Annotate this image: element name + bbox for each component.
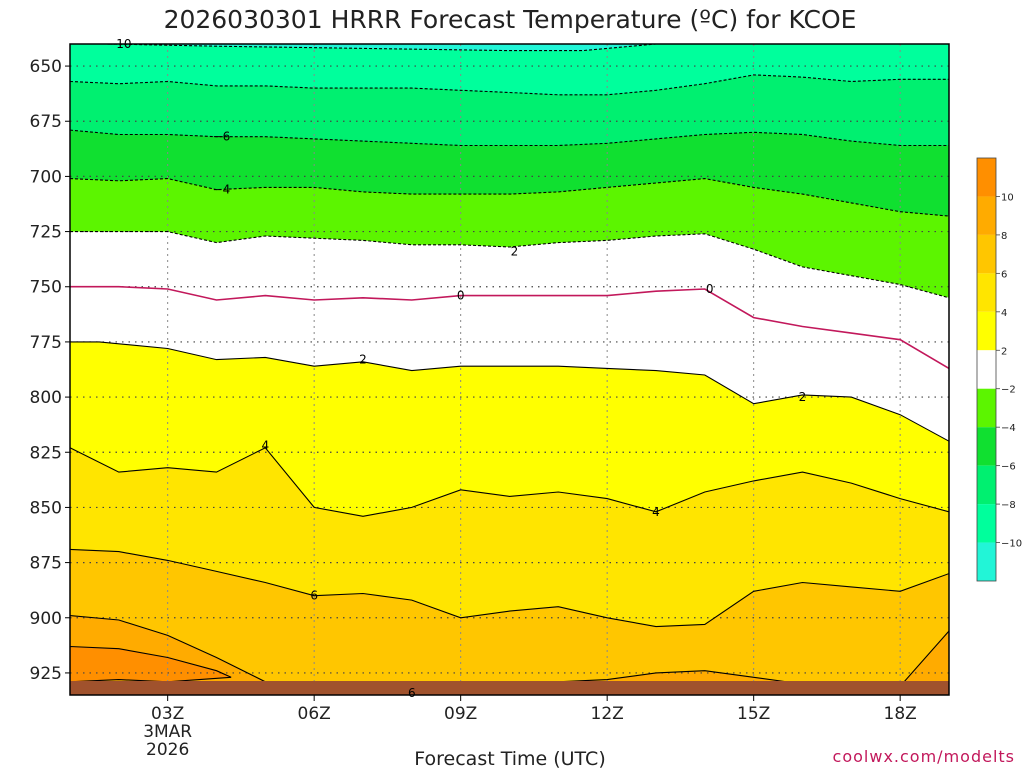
colorbar-tick-label: −8: [1001, 500, 1016, 511]
colorbar-frame: [976, 157, 997, 582]
y-tick-label: 750: [30, 278, 62, 298]
colorbar-band: [977, 542, 996, 581]
colorbar-band: [977, 465, 996, 505]
colorbar-band: [977, 234, 996, 274]
contour-line: [70, 129, 949, 147]
contour-label: 2: [359, 353, 367, 367]
colorbar-band: [977, 388, 996, 428]
y-tick-label: 675: [30, 112, 62, 132]
contour-line: [70, 231, 949, 299]
x-tick-label: 15Z: [737, 704, 770, 724]
credit-text: coolwx.com/modelts: [833, 747, 1015, 766]
y-tick-label: 700: [30, 167, 62, 187]
colorbar-tick-label: −2: [1001, 385, 1016, 396]
contour-label: 4: [262, 439, 270, 453]
contour-label: −4: [213, 183, 231, 197]
colorbar-tick-label: −10: [1001, 539, 1022, 550]
contour-label: 4: [652, 505, 660, 519]
y-tick-label: 650: [30, 57, 62, 77]
y-tick-label: 825: [30, 443, 62, 463]
colorbar-band: [977, 158, 996, 197]
contour-line: [70, 341, 949, 442]
contour-label: 2: [799, 390, 807, 404]
colorbar-tick-label: 6: [1001, 269, 1007, 280]
x-tick-label: 06Z: [298, 704, 331, 724]
y-tick-label: 900: [30, 609, 62, 629]
plot-frame: [69, 43, 950, 696]
x-tick-date-label: 2026: [146, 740, 189, 760]
colorbar-tick-label: 10: [1001, 192, 1014, 203]
colorbar-band: [977, 427, 996, 466]
colorbar-tick-label: 2: [1001, 346, 1007, 357]
colorbar: 10 8 6 4 2 −2 −4 −6 −8 −10: [976, 157, 1022, 582]
colorbar-band: [977, 350, 996, 389]
contour-line: [70, 548, 949, 628]
grid-lines: [70, 44, 949, 695]
contour-label: −6: [213, 130, 231, 144]
x-tick-label: 12Z: [591, 704, 624, 724]
chart-title: 2026030301 HRRR Forecast Temperature (ºC…: [164, 5, 857, 34]
x-tick-label: 18Z: [884, 704, 917, 724]
contour-line: [70, 285, 949, 370]
contour-line: [70, 178, 949, 217]
contour-label: 2: [511, 244, 519, 258]
colorbar-tick-label: 8: [1001, 231, 1007, 242]
contour-label: 0: [457, 289, 465, 303]
band-fill-9: [70, 615, 949, 695]
colorbar-band: [977, 504, 996, 543]
y-tick-label: 925: [30, 664, 62, 684]
contour-label: 6: [310, 589, 318, 603]
contour-label: 6: [408, 686, 416, 700]
x-tick-date-label: 3MAR: [143, 722, 192, 742]
y-tick-label: 800: [30, 388, 62, 408]
colorbar-tick-label: −6: [1001, 462, 1016, 473]
y-tick-label: 725: [30, 223, 62, 243]
y-tick-label: 850: [30, 498, 62, 518]
colorbar-tick-label: 4: [1001, 308, 1007, 319]
plot-area: [70, 44, 949, 695]
x-tick-label: 09Z: [444, 704, 477, 724]
band-fill-7: [70, 549, 949, 695]
temperature-fill-bands: [70, 44, 949, 695]
colorbar-tick-label: −4: [1001, 423, 1016, 434]
ground-surface: [70, 681, 949, 695]
x-tick-label: 03Z: [151, 704, 184, 724]
y-tick-label: 875: [30, 554, 62, 574]
contour-line: [70, 447, 949, 517]
contour-line: [109, 44, 657, 52]
colorbar-band: [977, 196, 996, 235]
contour-line: [70, 74, 949, 96]
x-axis-label: Forecast Time (UTC): [414, 748, 605, 768]
contour-label: 0: [706, 282, 714, 296]
y-axis-ticks: 650 675 700 725 750 775 800 825 850 875 900 925: [30, 57, 70, 684]
band-fill-minus11: [109, 44, 657, 51]
y-tick-label: 775: [30, 333, 62, 353]
colorbar-band: [977, 273, 996, 312]
colorbar-band: [977, 311, 996, 351]
